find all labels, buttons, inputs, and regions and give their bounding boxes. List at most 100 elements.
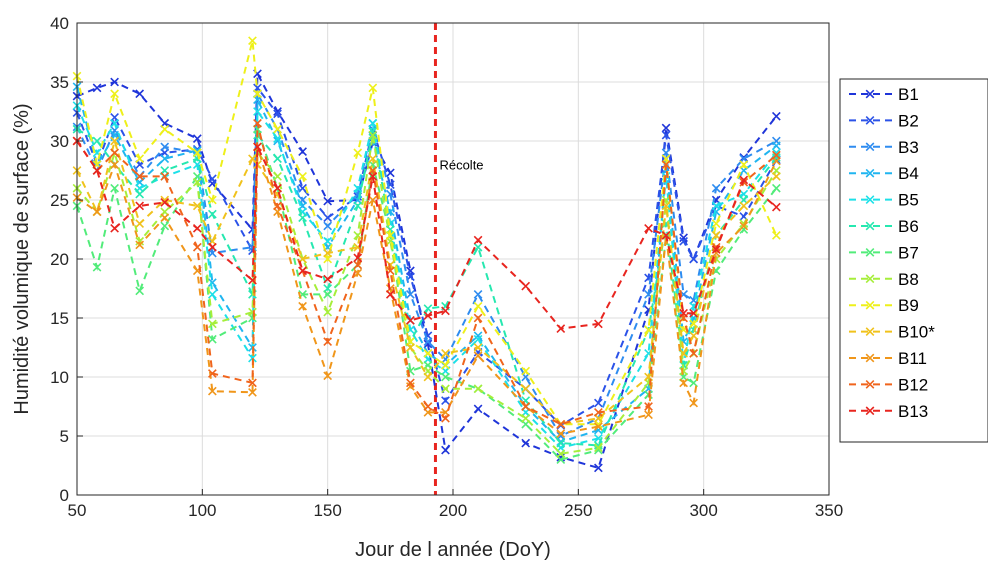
data-point: [771, 172, 781, 181]
legend-item: B1: [849, 85, 919, 104]
data-point: [135, 219, 145, 228]
data-point: [110, 89, 119, 99]
data-point: [192, 146, 202, 155]
legend-item: B11: [849, 349, 927, 368]
data-point: [160, 142, 170, 152]
data-point: [298, 147, 307, 156]
data-point: [207, 174, 217, 184]
x-tick-label: 350: [815, 501, 843, 520]
data-point: [594, 443, 603, 453]
data-point: [423, 304, 433, 313]
data-point: [594, 319, 603, 329]
data-point: [353, 268, 363, 278]
series-layer: [72, 36, 781, 473]
legend-label: B1: [898, 85, 919, 104]
data-point: [160, 197, 170, 207]
data-point: [441, 384, 450, 394]
data-point: [521, 384, 531, 394]
data-point: [661, 123, 671, 133]
data-point: [473, 404, 483, 414]
data-point: [248, 378, 257, 388]
data-point: [644, 325, 653, 335]
data-point: [739, 221, 749, 231]
data-point: [160, 221, 170, 231]
legend-item: B7: [849, 243, 919, 262]
data-point: [253, 142, 262, 152]
data-point: [273, 172, 282, 181]
legend-label: B2: [898, 111, 919, 130]
legend-marker: [865, 300, 875, 310]
legend: B1 B2 B3 B4 B5 B6 B7 B8 B9 B10* B11 B12 B13: [839, 78, 988, 443]
legend-marker: [865, 406, 875, 416]
data-point: [192, 148, 202, 158]
legend-marker: [865, 380, 875, 389]
data-point: [207, 195, 217, 205]
data-point: [594, 422, 603, 431]
data-point: [110, 148, 119, 158]
y-tick-label: 25: [50, 191, 69, 210]
data-point: [679, 236, 688, 246]
data-point: [110, 223, 119, 233]
data-point: [711, 183, 721, 193]
data-point: [556, 429, 566, 439]
data-point: [110, 77, 119, 87]
data-point: [385, 290, 395, 299]
data-point: [441, 445, 450, 455]
data-point: [323, 307, 333, 317]
data-point: [644, 410, 653, 420]
data-point: [323, 290, 333, 299]
data-point: [385, 231, 395, 240]
legend-marker: [865, 221, 875, 231]
data-point: [594, 463, 603, 473]
data-point: [556, 449, 566, 459]
data-point: [135, 286, 145, 296]
data-point: [110, 118, 119, 128]
data-point: [771, 183, 781, 193]
data-point: [323, 248, 333, 258]
series-line: [76, 134, 778, 455]
data-point: [253, 107, 262, 116]
y-tick-label: 30: [50, 132, 69, 151]
data-point: [248, 353, 257, 363]
data-point: [207, 242, 217, 252]
data-point: [207, 319, 217, 329]
data-point: [406, 315, 415, 325]
legend-marker: [865, 89, 875, 99]
y-tick-label: 15: [50, 309, 69, 328]
data-point: [160, 213, 170, 223]
data-point: [323, 196, 333, 206]
data-point: [273, 107, 282, 116]
data-point: [771, 111, 781, 121]
data-point: [110, 183, 119, 193]
data-point: [135, 240, 145, 250]
data-point: [92, 207, 102, 217]
data-point: [298, 213, 307, 223]
data-point: [273, 154, 282, 164]
data-point: [679, 308, 688, 318]
data-point: [273, 201, 282, 211]
data-point: [661, 231, 671, 240]
data-point: [556, 324, 566, 333]
legend-label: B6: [898, 217, 919, 236]
data-point: [644, 223, 653, 233]
legend-item: B10*: [849, 323, 935, 342]
data-point: [689, 349, 699, 358]
data-point: [135, 154, 145, 164]
legend-marker: [865, 116, 875, 125]
legend-label: B4: [898, 164, 919, 183]
data-point: [594, 408, 603, 417]
data-point: [368, 195, 378, 205]
data-point: [771, 231, 781, 240]
data-point: [521, 413, 531, 423]
data-point: [406, 378, 415, 388]
data-point: [353, 253, 363, 263]
data-point: [323, 221, 333, 231]
data-point: [711, 231, 721, 240]
data-point: [679, 233, 688, 243]
data-point: [92, 166, 102, 175]
x-tick-label: 150: [313, 501, 341, 520]
data-point: [207, 334, 217, 344]
data-point: [207, 209, 217, 219]
data-point: [248, 36, 257, 46]
data-point: [594, 398, 603, 408]
